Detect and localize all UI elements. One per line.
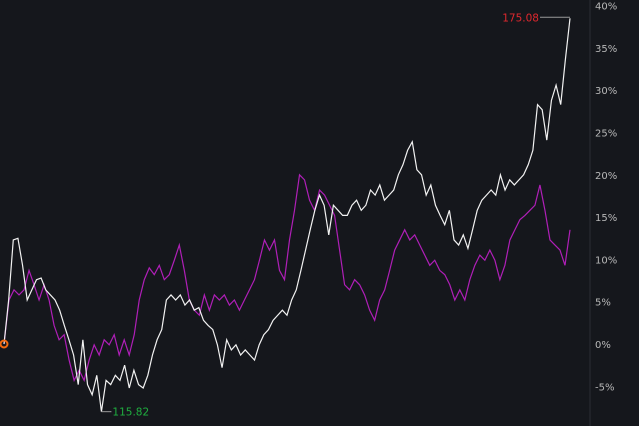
series-lines [3,18,571,412]
y-tick-label: 40% [595,2,617,13]
y-tick-label: 20% [595,171,617,182]
y-tick-label: 5% [595,298,611,309]
y-tick-label: -5% [595,382,614,393]
start-marker-icon[interactable] [0,339,9,349]
series-line-1 [3,173,571,383]
low-annotation: 115.82 [101,407,149,419]
y-tick-label: 15% [595,213,617,224]
high-label: 175.08 [502,12,539,24]
y-tick-label: 30% [595,86,617,97]
series-line-0 [3,18,571,412]
y-tick-label: 10% [595,255,617,266]
y-axis: 40% 35% 30% 25% 20% 15% 10% 5% 0% -5% [595,2,617,394]
y-tick-label: 25% [595,129,617,140]
high-annotation: 175.08 [502,12,570,24]
y-tick-label: 35% [595,44,617,55]
low-label: 115.82 [112,407,149,419]
y-tick-label: 0% [595,340,611,351]
